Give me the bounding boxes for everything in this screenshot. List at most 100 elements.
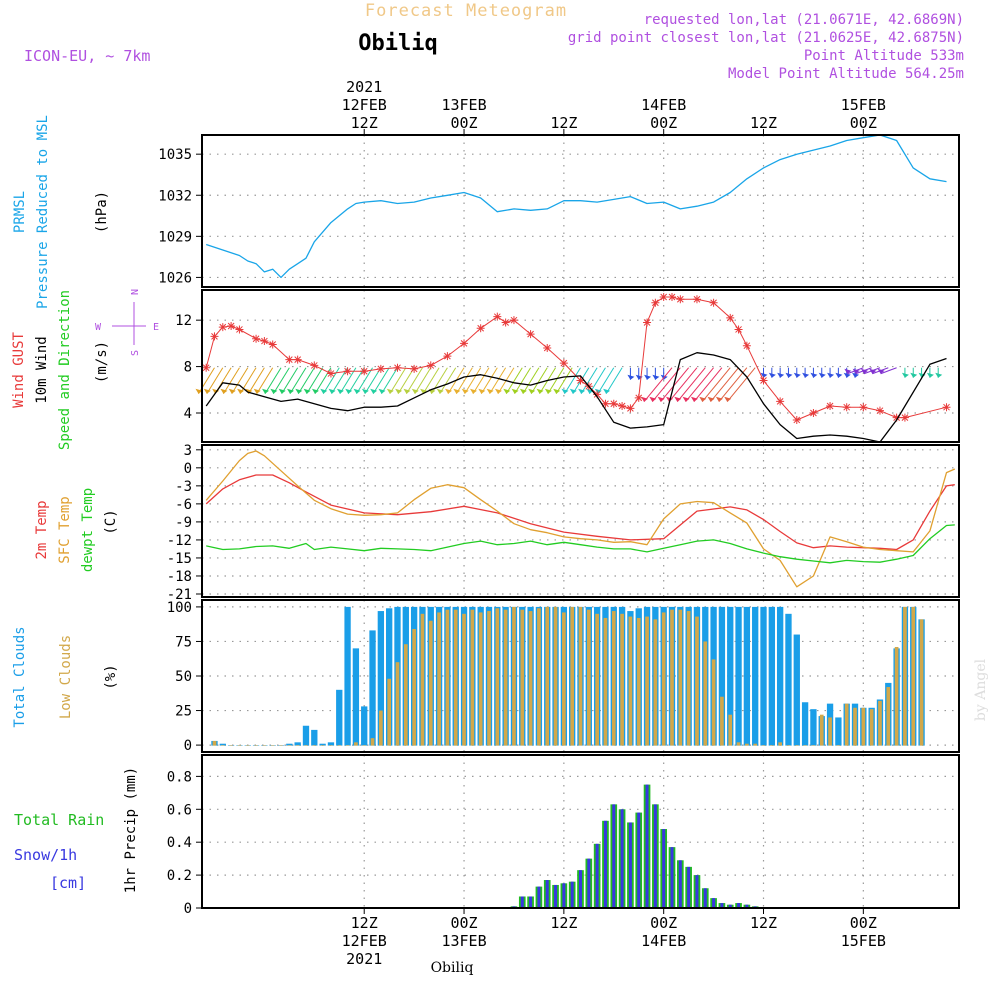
low-cloud-bar [495,608,500,746]
low-cloud-bar [370,738,375,746]
label-speed-direction: Speed and Direction [57,290,73,450]
label-ms: (m/s) [94,341,110,383]
wind-10m-line [205,352,947,443]
panel-frame-temp [201,444,960,598]
snow-bar [620,809,624,908]
snow-bar [687,866,691,908]
ytick-label-temp: 3 [184,443,192,459]
label-c: (C) [103,509,119,534]
top-axis-year: 2021 [346,78,382,96]
wind-arrow-head [594,388,602,394]
wind-gust-marker [543,344,552,353]
low-cloud-bar [528,611,533,746]
low-cloud-bar [686,611,691,746]
snow-bar [745,904,749,908]
top-axis-hour: 00Z [450,114,477,132]
ytick-label-wind: 8 [184,360,192,376]
wind-arrow-head [553,388,561,394]
panel-bg-temp [202,445,959,597]
low-cloud-bar [520,609,525,746]
low-cloud-bar [919,619,924,746]
low-cloud-bar [337,745,342,746]
wind-arrow-head [818,372,826,378]
low-cloud-bar [320,745,325,746]
wind-arrow [472,367,490,395]
wind-arrow-head [777,372,785,378]
wind-arrow-head [461,388,469,394]
wind-gust-marker [202,363,211,372]
label-precip-mm: 1hr Precip (mm) [123,767,139,893]
wind-arrow [514,367,532,395]
wind-arrow-head [793,372,801,378]
wind-arrow [685,367,714,403]
wind-arrow-head [644,374,652,380]
low-cloud-bar [711,659,716,746]
wind-arrow [206,367,224,395]
low-cloud-bar [769,745,774,746]
total-cloud-bar [810,709,817,746]
wind-gust-marker [875,406,884,415]
total-cloud-bar [760,606,767,746]
location-title: Obiliq [358,31,437,56]
total-cloud-bar [776,606,784,746]
wind-gust-marker [668,292,677,301]
low-cloud-bar [844,703,849,746]
bottom-axis-hour: 12Z [550,914,577,932]
wind-arrow-head [603,388,611,394]
wind-arrow [389,367,407,395]
low-cloud-bar [595,613,599,746]
wind-arrow-head [810,372,818,378]
label-dewpt-temp: dewpt Temp [80,488,96,572]
bottom-axis-hour: 00Z [650,914,677,932]
requested-coords: requested lon,lat (21.0671E, 42.6869N) [644,12,964,28]
wind-arrow-head [641,396,649,402]
wind-gust-marker [676,295,685,304]
wind-arrow [676,367,706,403]
wind-arrow [651,367,681,403]
wind-arrow-head [835,372,843,378]
snow-bar [562,883,566,908]
wind-gust-marker [410,364,419,373]
snow-bar [662,829,666,908]
low-cloud-bar [653,619,658,746]
label-snow: Snow/1h [14,846,77,864]
low-cloud-bar [670,609,674,746]
label-total-clouds: Total Clouds [12,626,28,727]
wind-arrow-head [860,368,868,374]
wind-arrow-head [926,372,934,378]
snow-bar [545,880,549,908]
temp-line-2 [206,524,955,564]
low-cloud-bar [262,745,267,746]
low-cloud-bar [537,608,541,746]
wind-arrow-head [536,388,544,394]
low-cloud-bar [462,613,466,746]
wind-arrow-head [195,388,203,394]
wind-arrow-head [652,374,660,380]
wind-arrow-head [877,368,885,374]
total-cloud-bar [336,689,343,746]
wind-gust-marker [742,341,751,350]
wind-arrow-head [785,372,793,378]
total-cloud-bar [219,743,226,746]
compass-w: W [95,322,102,333]
wind-arrow-head [253,388,261,394]
wind-arrow [347,367,365,395]
top-axis-date: 13FEB [441,96,486,114]
wind-gust-marker [426,361,435,370]
low-cloud-bar [811,745,816,746]
wind-arrow [480,367,498,395]
wind-arrow-head [494,388,502,394]
wind-arrow-head [286,388,294,394]
wind-arrow-head [303,388,311,394]
wind-arrow [718,367,748,403]
low-cloud-bar [678,609,683,746]
wind-arrow-head [420,388,428,394]
low-cloud-bar [578,606,583,746]
low-cloud-bar [412,629,416,746]
snow-bar [720,903,724,908]
low-cloud-bar [603,617,608,746]
low-cloud-bar [354,742,358,746]
low-cloud-bar [620,613,624,746]
wind-gust-marker [268,340,277,349]
low-cloud-bar [254,745,258,746]
